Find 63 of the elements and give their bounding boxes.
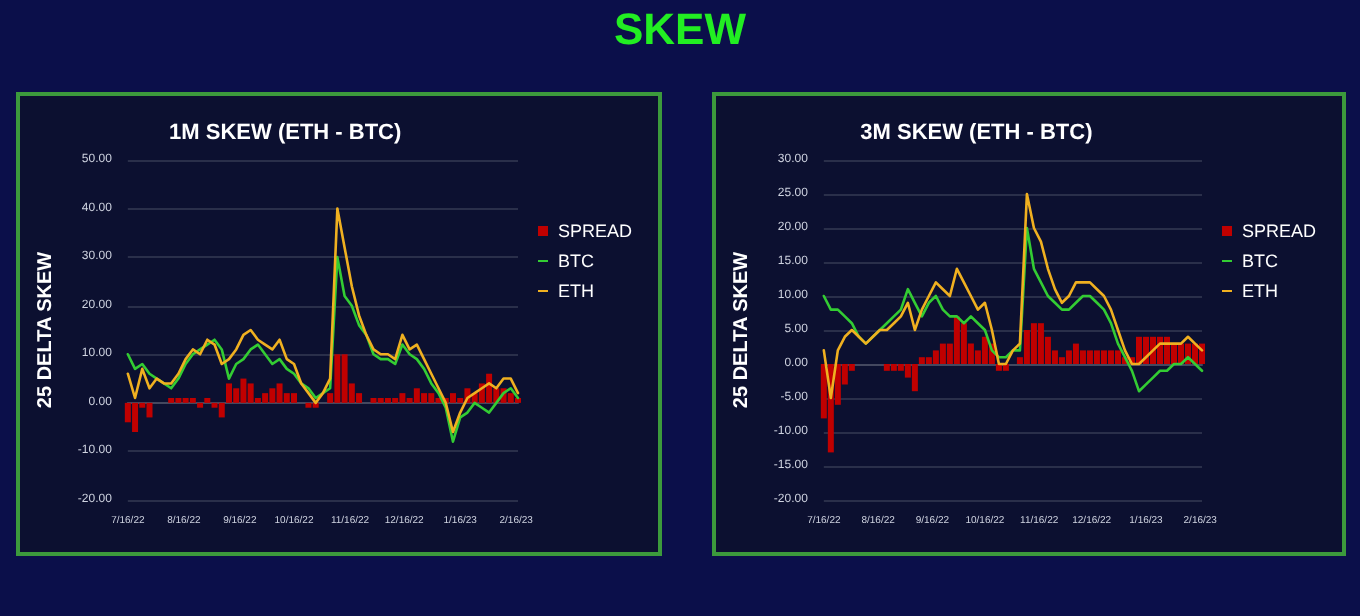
line-series: [822, 192, 1204, 400]
bar: [276, 383, 283, 403]
bar: [1072, 343, 1079, 364]
bar: [939, 343, 946, 364]
bar: [197, 402, 204, 408]
bar: [399, 393, 406, 403]
bar: [911, 364, 918, 392]
line-series: [126, 255, 520, 444]
bar: [1037, 323, 1044, 364]
bar: [1002, 364, 1009, 371]
legend-label: SPREAD: [557, 221, 633, 241]
bar: [1107, 350, 1114, 364]
bar: [132, 402, 139, 432]
bar: [1023, 330, 1030, 364]
bar: [890, 364, 897, 371]
bar: [981, 336, 988, 364]
bar: [1058, 357, 1065, 364]
bar: [312, 402, 319, 408]
text: SKEW: [612, 4, 748, 56]
bar: [1135, 336, 1142, 364]
bar: [413, 388, 420, 403]
bar: [334, 354, 341, 403]
legend-label: BTC: [1241, 251, 1279, 271]
bar: [291, 393, 298, 403]
bar: [1093, 350, 1100, 364]
bar: [918, 357, 925, 364]
line-series: [822, 226, 1204, 393]
bar: [1114, 350, 1121, 364]
bar: [1030, 323, 1037, 364]
chart-title: 3M SKEW (ETH - BTC): [860, 121, 1094, 145]
bar: [883, 364, 890, 371]
bar: [995, 364, 1002, 371]
bar: [247, 383, 254, 403]
line-series: [126, 207, 520, 434]
legend-label: SPREAD: [1241, 221, 1317, 241]
bar: [305, 402, 312, 408]
bar: [925, 357, 932, 364]
bar: [960, 323, 967, 364]
y-axis-title: 25 DELTA SKEW: [35, 250, 57, 409]
bar: [341, 354, 348, 403]
bar: [262, 393, 269, 403]
bar: [225, 383, 232, 403]
bar: [240, 378, 247, 403]
bar: [1086, 350, 1093, 364]
bar: [953, 316, 960, 364]
legend-label: ETH: [1241, 281, 1278, 301]
bar: [1065, 350, 1072, 364]
bar: [218, 402, 225, 418]
legend-label: ETH: [557, 281, 594, 301]
bar: [1100, 350, 1107, 364]
bar: [421, 393, 428, 403]
bar: [507, 393, 514, 403]
bar: [449, 393, 456, 403]
bar: [1079, 350, 1086, 364]
bar: [897, 364, 904, 371]
bar: [428, 393, 435, 403]
bar: [1170, 343, 1177, 364]
bar: [146, 402, 153, 418]
bar: [932, 350, 939, 364]
chart-title: 1M SKEW (ETH - BTC): [169, 121, 402, 145]
legend-label: BTC: [557, 251, 595, 271]
bar: [269, 388, 276, 403]
y-axis-title: 25 DELTA SKEW: [731, 250, 753, 409]
